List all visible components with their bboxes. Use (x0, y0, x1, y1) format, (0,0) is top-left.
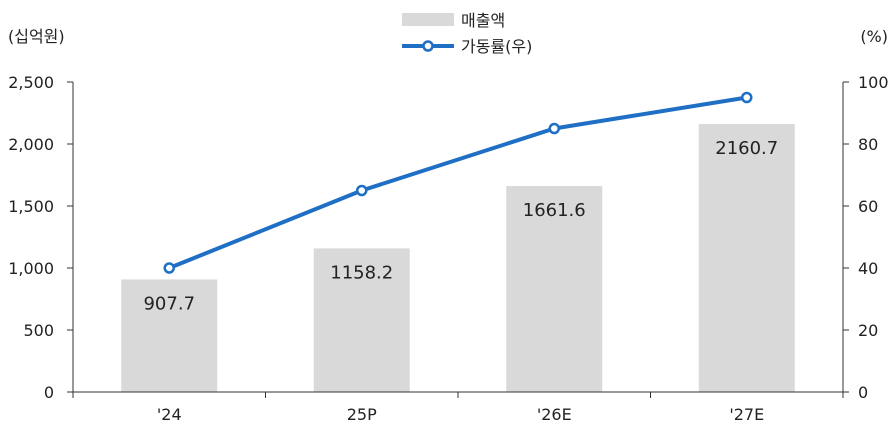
utilization-point-0 (163, 262, 175, 274)
y-left-tick-label-0: 0 (44, 383, 54, 402)
y-right-tick-label-1: 20 (858, 321, 878, 340)
y-right-tick-label-0: 0 (858, 383, 868, 402)
line-layer (163, 91, 753, 274)
bar-labels-layer: 907.7 1158.2 1661.6 2160.7 (143, 138, 778, 314)
axes-layer: 0 500 1,000 1,500 2,000 2,500 0 20 40 60 80 100 '24 2… (8, 73, 888, 424)
bar-value-label-3: 2160.7 (715, 138, 778, 159)
bars-layer (121, 124, 795, 393)
utilization-point-2 (548, 122, 560, 135)
bar-1 (313, 248, 410, 392)
y-right-tick-label-4: 80 (858, 135, 878, 154)
bar-2 (506, 185, 603, 392)
legend-bar-label: 매출액 (461, 11, 505, 30)
bar-3 (698, 124, 795, 393)
y-left-tick-label-5: 2,500 (8, 73, 54, 92)
x-tick-label-1: 25P (347, 405, 377, 424)
y-right-unit-label: (%) (860, 27, 888, 46)
y-left-tick-label-4: 2,000 (8, 135, 54, 154)
legend-bar-swatch (402, 13, 454, 26)
y-left-tick-label-1: 500 (23, 321, 54, 340)
legend: 매출액 가동률(우) (402, 11, 532, 56)
y-left-unit-label: (십억원) (8, 27, 65, 46)
legend-line-marker (422, 40, 434, 52)
utilization-point-1 (356, 184, 368, 197)
y-left-tick-label-3: 1,500 (8, 197, 54, 216)
bar-value-label-0: 907.7 (143, 293, 195, 314)
x-tick-label-3: '27E (729, 405, 764, 424)
bar-value-label-1: 1158.2 (330, 262, 393, 283)
y-right-tick-label-5: 100 (858, 73, 889, 92)
x-tick-label-2: '26E (537, 405, 572, 424)
bar-0 (121, 279, 218, 392)
y-left-tick-label-2: 1,000 (8, 259, 54, 278)
legend-line-label: 가동률(우) (461, 37, 532, 56)
utilization-point-3 (741, 91, 753, 104)
utilization-line (168, 95, 748, 270)
x-tick-label-0: '24 (157, 405, 182, 424)
y-right-tick-label-2: 40 (858, 259, 878, 278)
y-right-tick-label-3: 60 (858, 197, 878, 216)
bar-value-label-2: 1661.6 (523, 200, 586, 221)
